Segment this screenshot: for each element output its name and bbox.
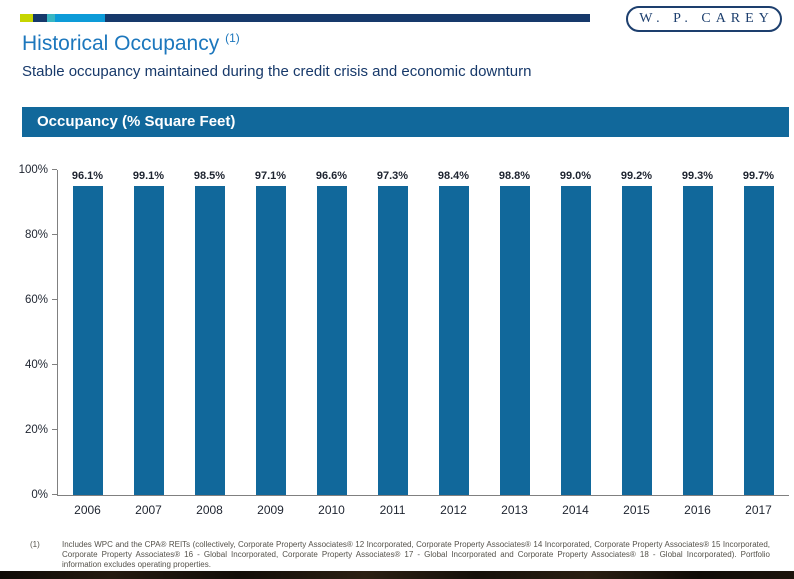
bar-slot-2009: 97.1% (240, 170, 301, 495)
bar-2017 (743, 186, 774, 495)
bar-value-label: 97.3% (376, 170, 409, 182)
y-tick-label: 100% (18, 164, 48, 176)
x-tick-label: 2010 (318, 503, 345, 517)
chart-title: Occupancy (% Square Feet) (37, 113, 236, 130)
x-tick-label: 2015 (623, 503, 650, 517)
bar-2009 (255, 186, 286, 495)
x-tick-label: 2016 (684, 503, 711, 517)
x-tick-label: 2017 (745, 503, 772, 517)
x-tick-label: 2012 (440, 503, 467, 517)
y-tick-mark (52, 494, 57, 495)
footnote-marker: (1) (30, 540, 40, 549)
bar-2013 (499, 186, 530, 495)
bar-slot-2017: 99.7% (728, 170, 789, 495)
bar-value-label: 96.6% (315, 170, 348, 182)
y-tick-label: 60% (24, 294, 48, 306)
topbar-segment-light-blue (55, 14, 105, 22)
bar-2014 (560, 186, 591, 495)
bar-value-label: 99.0% (559, 170, 592, 182)
bar-slot-2008: 98.5% (179, 170, 240, 495)
bar-slot-2015: 99.2% (606, 170, 667, 495)
x-tick-label: 2013 (501, 503, 528, 517)
footnote-text: Includes WPC and the CPA® REITs (collect… (62, 540, 770, 569)
bar-2012 (438, 186, 469, 495)
y-tick-label: 20% (24, 424, 48, 436)
y-tick-mark (52, 234, 57, 235)
next-slide-edge-strip (0, 571, 794, 579)
bar-value-label: 97.1% (254, 170, 287, 182)
bar-2006 (72, 186, 103, 495)
x-tick-label: 2011 (379, 503, 406, 517)
chart-title-bar: Occupancy (% Square Feet) (22, 107, 789, 137)
bar-value-label: 98.5% (193, 170, 226, 182)
bar-2011 (377, 186, 408, 495)
x-axis-line (57, 495, 789, 496)
occupancy-bar-chart: 0% 20% 40% 60% 80% 100% 96.1% 99.1% 98.5% 97.1% 9… (19, 137, 789, 527)
bar-value-label: 99.3% (681, 170, 714, 182)
bar-value-label: 98.4% (437, 170, 470, 182)
y-tick-mark (52, 364, 57, 365)
y-axis-line (57, 170, 58, 496)
bar-2016 (682, 186, 713, 495)
bar-2010 (316, 186, 347, 495)
bar-value-label: 98.8% (498, 170, 531, 182)
bar-2007 (133, 186, 164, 495)
bar-slot-2007: 99.1% (118, 170, 179, 495)
bar-2008 (194, 186, 225, 495)
footnote: (1) Includes WPC and the CPA® REITs (col… (30, 540, 780, 569)
bar-2015 (621, 186, 652, 495)
bar-slot-2014: 99.0% (545, 170, 606, 495)
page-title: Historical Occupancy (1) (22, 31, 240, 55)
y-tick-label: 40% (24, 359, 48, 371)
y-tick-label: 80% (24, 229, 48, 241)
x-axis-labels: 2006 2007 2008 2009 2010 2011 2012 2013 2014 2015… (57, 503, 789, 517)
x-tick-label: 2009 (257, 503, 284, 517)
y-tick-mark (52, 169, 57, 170)
bar-series: 96.1% 99.1% 98.5% 97.1% 96.6% 97.3% 98.4% 98.8%… (57, 170, 789, 495)
y-tick-mark (52, 429, 57, 430)
topbar-segment-navy (33, 14, 47, 22)
topbar-segment-navy-long (105, 14, 590, 22)
x-tick-label: 2008 (196, 503, 223, 517)
bar-slot-2013: 98.8% (484, 170, 545, 495)
bar-value-label: 96.1% (71, 170, 104, 182)
bar-value-label: 99.1% (132, 170, 165, 182)
bar-slot-2016: 99.3% (667, 170, 728, 495)
brand-logo: W. P. CAREY (626, 6, 782, 32)
x-tick-label: 2014 (562, 503, 589, 517)
bar-slot-2011: 97.3% (362, 170, 423, 495)
brand-logo-text: W. P. CAREY (639, 11, 774, 26)
page-subtitle: Stable occupancy maintained during the c… (22, 63, 532, 80)
y-tick-mark (52, 299, 57, 300)
y-tick-label: 0% (31, 489, 48, 501)
topbar-segment-teal (47, 14, 55, 22)
topbar-segment-lime (20, 14, 33, 22)
x-tick-label: 2007 (135, 503, 162, 517)
footnote-ref: (1) (225, 31, 240, 45)
bar-value-label: 99.7% (742, 170, 775, 182)
x-tick-label: 2006 (74, 503, 101, 517)
bar-slot-2012: 98.4% (423, 170, 484, 495)
y-axis-labels: 0% 20% 40% 60% 80% 100% (19, 164, 57, 501)
bar-slot-2010: 96.6% (301, 170, 362, 495)
bar-slot-2006: 96.1% (57, 170, 118, 495)
bar-value-label: 99.2% (620, 170, 653, 182)
